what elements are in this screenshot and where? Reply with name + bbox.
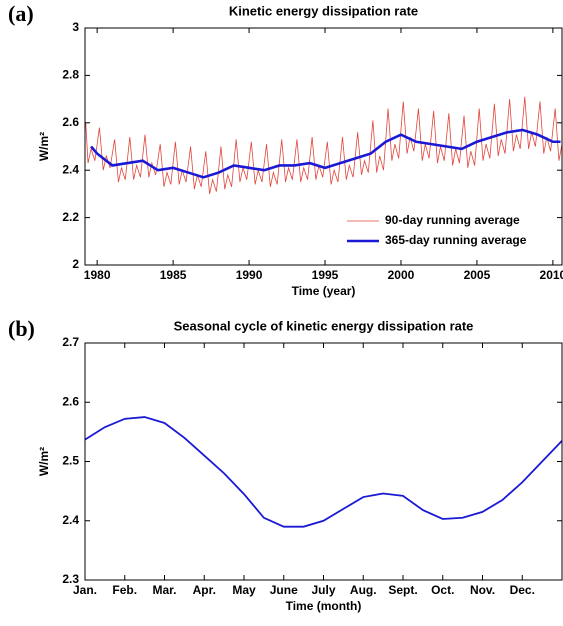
x-tick-label: Nov. (470, 583, 495, 597)
panel-label: (a) (8, 1, 34, 26)
y-tick-label: 2.5 (62, 454, 79, 468)
panel-label: (b) (8, 316, 35, 341)
x-tick-label: 1980 (84, 268, 111, 282)
y-tick-label: 3 (72, 20, 79, 34)
x-tick-label: May (232, 583, 256, 597)
x-tick-label: June (270, 583, 298, 597)
legend-label: 90-day running average (385, 213, 520, 227)
data-line (84, 416, 563, 528)
y-tick-label: 2.2 (62, 210, 79, 224)
x-tick-label: Mar. (152, 583, 176, 597)
y-tick-label: 2.6 (62, 115, 79, 129)
y-tick-label: 2.4 (62, 513, 79, 527)
plot-frame (84, 27, 563, 266)
y-tick-label: 2.7 (62, 335, 79, 349)
x-tick-label: 2000 (388, 268, 415, 282)
x-tick-label: Aug. (350, 583, 377, 597)
legend-label: 365-day running average (385, 233, 527, 247)
chart-title: Kinetic energy dissipation rate (229, 3, 418, 18)
x-tick-label: Jan. (73, 583, 97, 597)
x-tick-label: 1990 (236, 268, 263, 282)
chart-title: Seasonal cycle of kinetic energy dissipa… (174, 318, 474, 333)
x-axis-label: Time (year) (292, 284, 356, 298)
y-tick-label: 2.8 (62, 68, 79, 82)
y-tick-label: 2.4 (62, 162, 79, 176)
x-tick-label: 2010 (540, 268, 563, 282)
y-axis-label: W/m² (37, 132, 51, 161)
y-tick-label: 2.3 (62, 572, 79, 586)
x-tick-label: Dec. (510, 583, 535, 597)
x-tick-label: Feb. (112, 583, 137, 597)
y-tick-label: 2 (72, 257, 79, 271)
x-tick-label: 1995 (312, 268, 339, 282)
x-tick-label: Oct. (431, 583, 454, 597)
plot-frame (84, 342, 563, 581)
x-tick-label: 1985 (160, 268, 187, 282)
y-axis-label: W/m² (37, 447, 51, 476)
x-axis-label: Time (month) (286, 599, 362, 613)
x-tick-label: July (311, 583, 335, 597)
x-tick-label: 2005 (464, 268, 491, 282)
x-tick-label: Apr. (193, 583, 216, 597)
data-line (85, 96, 563, 194)
y-tick-label: 2.6 (62, 394, 79, 408)
data-line (90, 128, 561, 179)
x-tick-label: Sept. (388, 583, 417, 597)
